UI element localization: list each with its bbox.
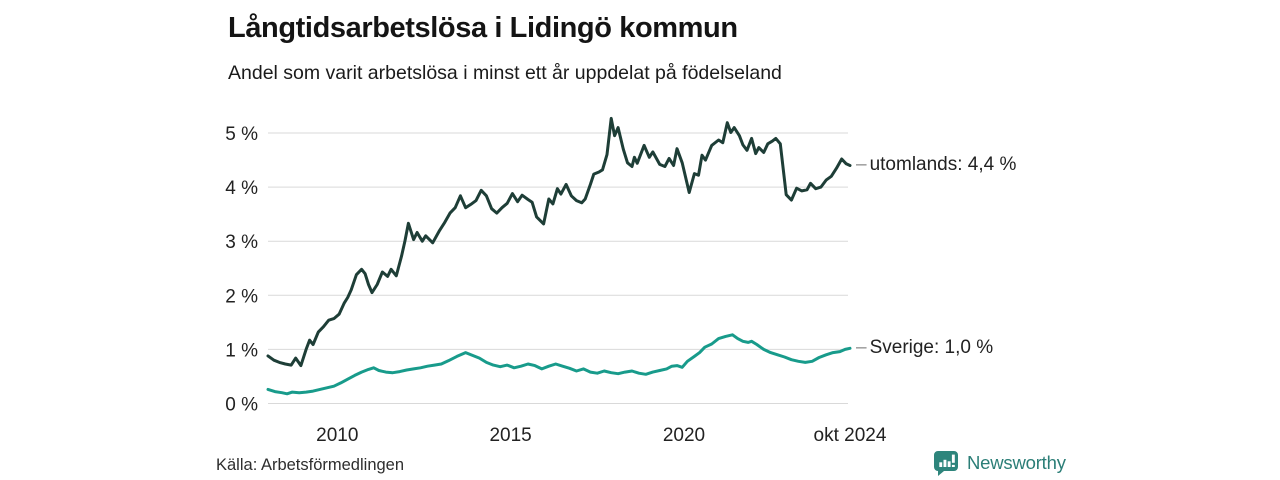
- y-axis-tick-label: 0 %: [225, 395, 258, 416]
- series-line-utomlands: [266, 116, 852, 368]
- series-line-Sverige: [266, 333, 852, 396]
- newsworthy-logo-icon: [934, 451, 958, 476]
- x-axis-tick-label: 2020: [663, 425, 705, 446]
- y-axis-tick-label: 4 %: [225, 178, 258, 199]
- series-label-utomlands: – utomlands: 4,4 %: [856, 152, 1016, 178]
- page-subtitle: Andel som varit arbetslösa i minst ett å…: [228, 62, 782, 84]
- brand-name: Newsworthy: [967, 452, 1066, 473]
- y-axis-tick-label: 2 %: [225, 286, 258, 307]
- brand-footer: Newsworthy: [933, 450, 1066, 476]
- y-axis-tick-label: 1 %: [225, 340, 258, 361]
- page-title: Långtidsarbetslösa i Lidingö kommun: [228, 12, 738, 44]
- source-note: Källa: Arbetsförmedlingen: [216, 456, 405, 474]
- label-dash: –: [856, 154, 867, 175]
- y-axis-tick-label: 5 %: [225, 124, 258, 145]
- x-axis-tick-label: okt 2024: [814, 425, 887, 446]
- x-axis-tick-label: 2010: [316, 425, 358, 446]
- series-label-text: Sverige: 1,0 %: [869, 337, 994, 358]
- label-dash: –: [856, 337, 867, 358]
- y-axis-tick-label: 3 %: [225, 232, 258, 253]
- x-axis-tick-label: 2015: [489, 425, 531, 446]
- series-label-Sverige: – Sverige: 1,0 %: [856, 335, 993, 361]
- series-label-text: utomlands: 4,4 %: [869, 154, 1017, 175]
